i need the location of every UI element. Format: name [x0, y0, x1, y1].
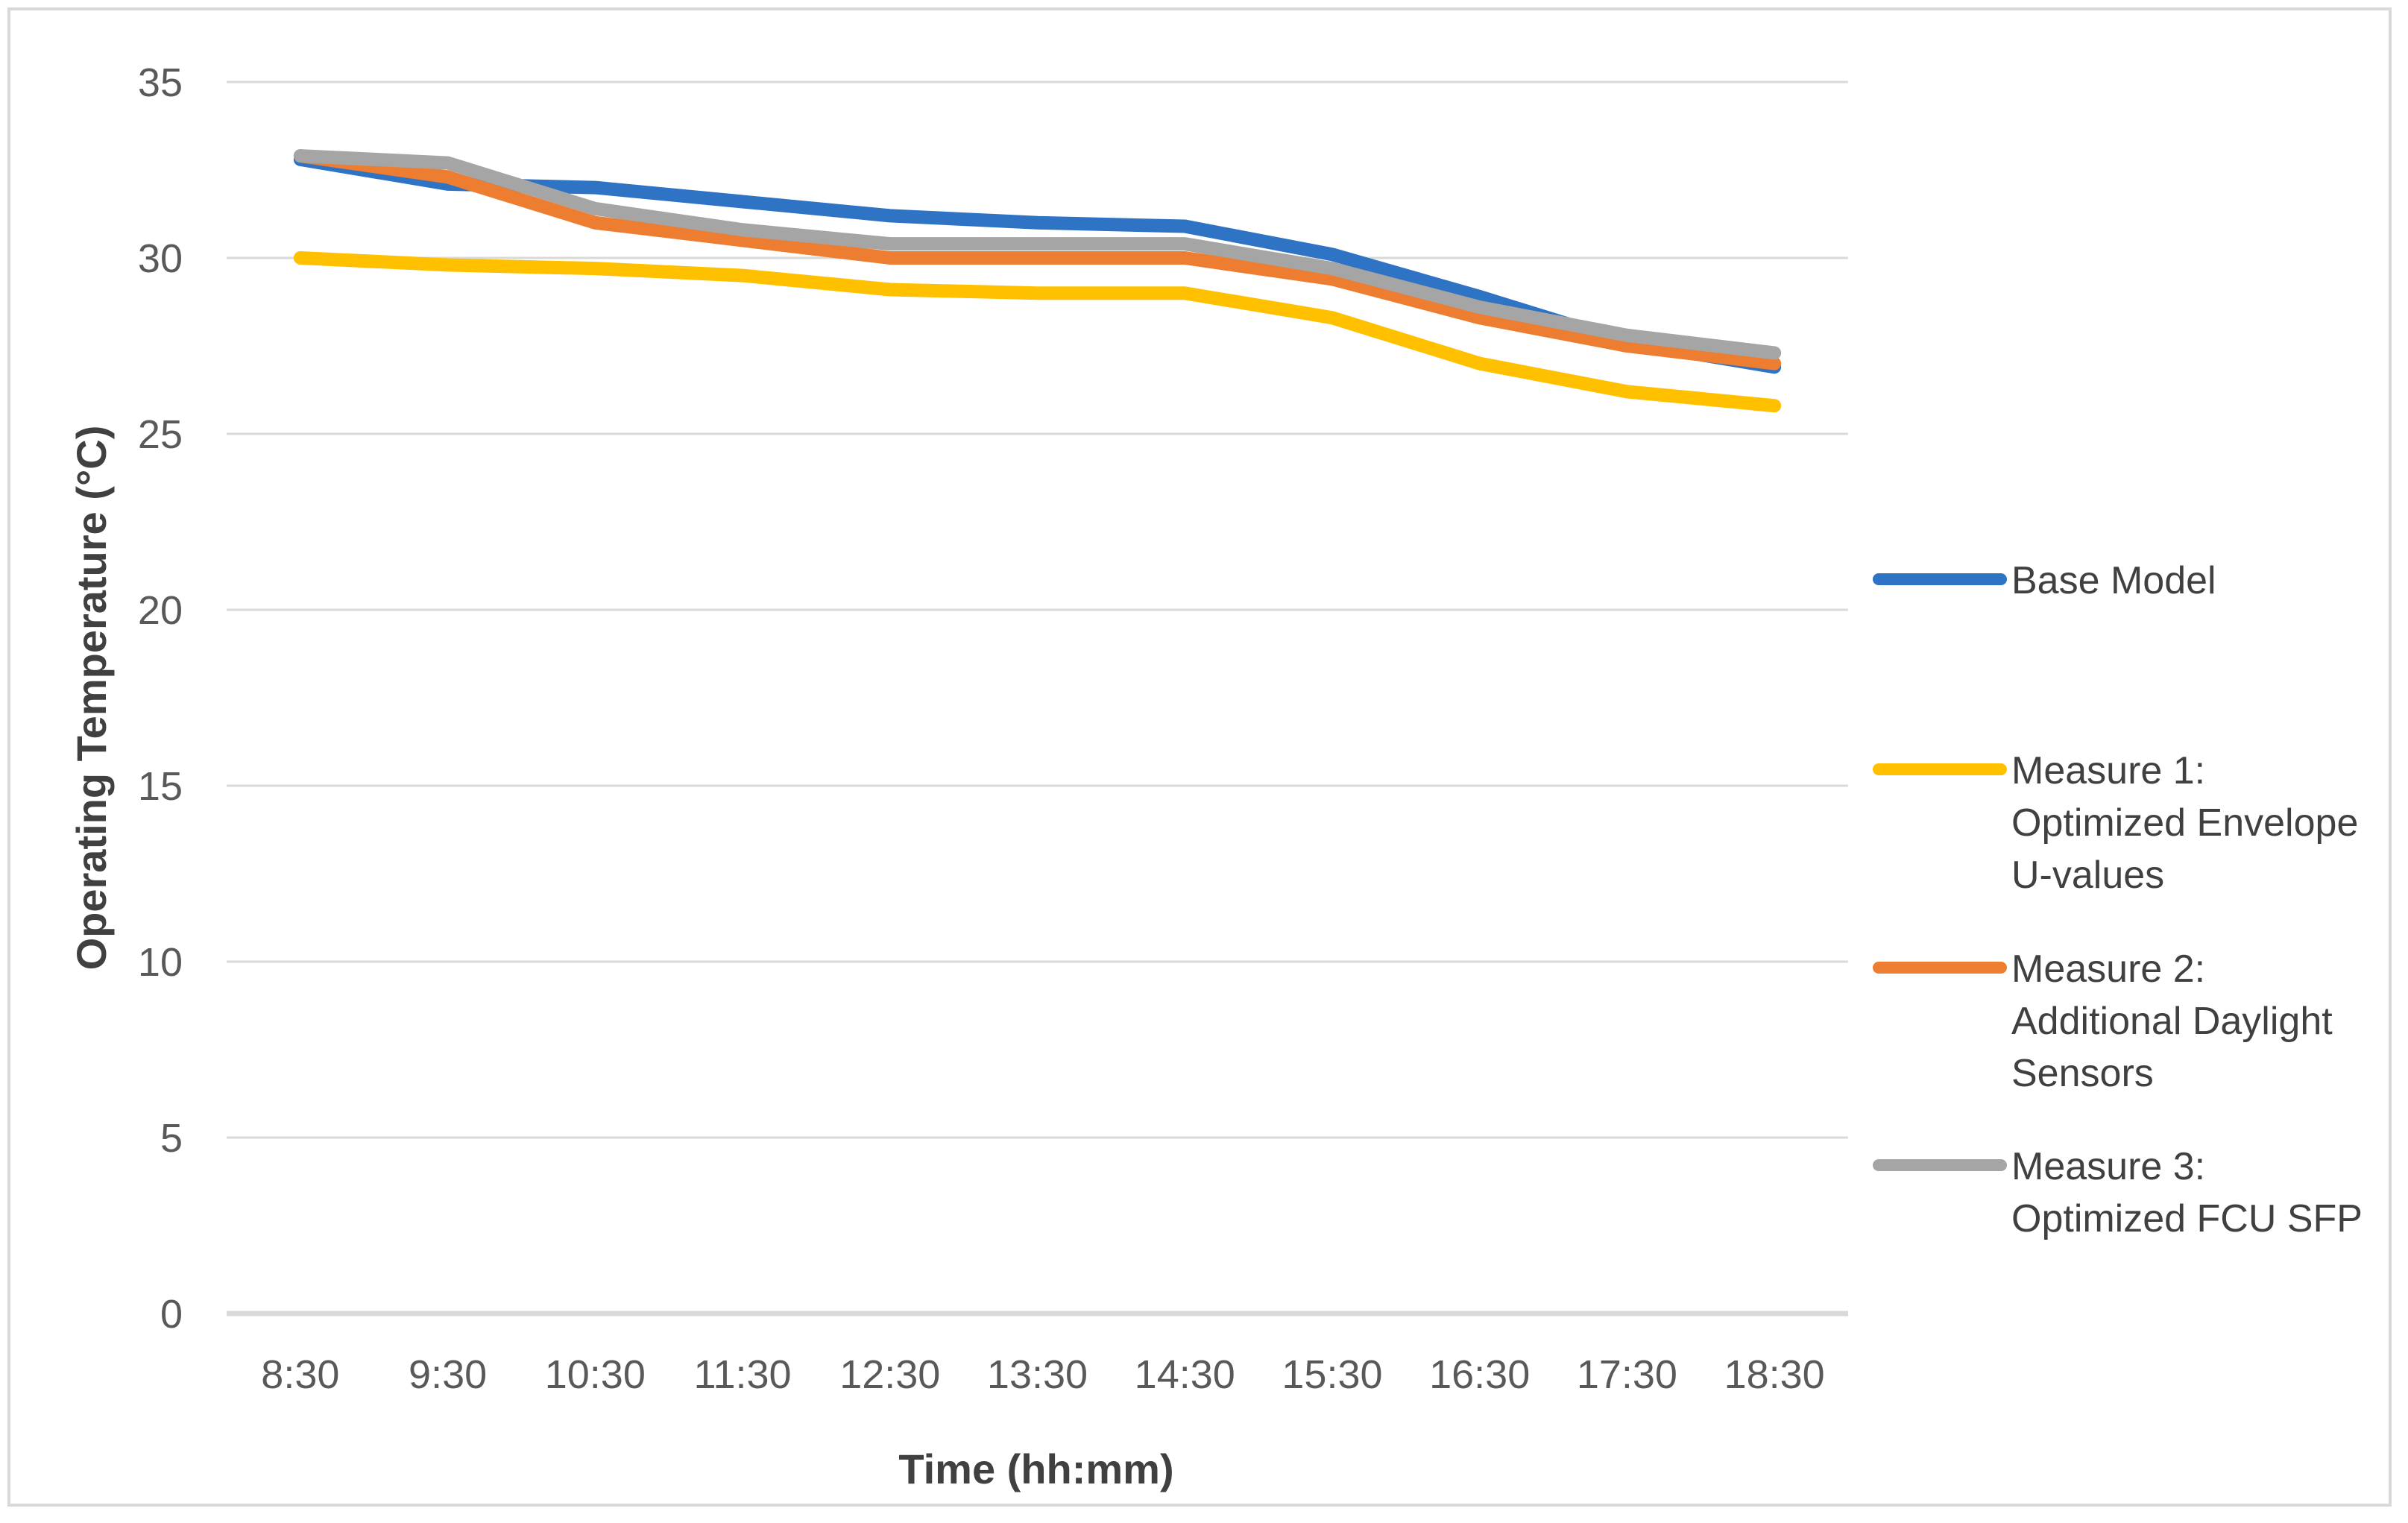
x-tick-label-17-30: 17:30 [1577, 1352, 1677, 1397]
x-tick-label-14-30: 14:30 [1135, 1352, 1235, 1397]
series-line-measure-2-additional-daylight-sensors [293, 149, 1782, 370]
x-tick-label-9-30: 9:30 [409, 1352, 487, 1397]
y-tick-label-20: 20 [138, 588, 183, 633]
x-tick-label-12-30: 12:30 [839, 1352, 940, 1397]
x-tick-label-11-30: 11:30 [693, 1352, 791, 1397]
legend-label-base-model-line-0: Base Model [2011, 559, 2216, 602]
y-tick-label-10: 10 [138, 940, 183, 985]
y-tick-label-15: 15 [138, 764, 183, 809]
y-tick-label-0: 0 [160, 1292, 183, 1337]
x-tick-label-10-30: 10:30 [545, 1352, 646, 1397]
x-tick-label-13-30: 13:30 [987, 1352, 1088, 1397]
x-axis-tick-labels: 8:30 9:30 10:30 11:30 12:30 13:30 14:30 15:30 16… [261, 1352, 1824, 1397]
gridline-layer [227, 81, 1848, 1317]
series-layer [293, 149, 1782, 413]
x-axis-title: Time (hh:mm) [898, 1445, 1173, 1492]
y-axis-tick-labels: 35 30 25 20 15 10 5 0 [138, 60, 183, 1337]
legend: Base Model Measure 1: Optimized Envelope U-… [1873, 559, 2363, 1240]
legend-label-measure-2-additional-daylight-sensors-line-0: Measure 2: [2011, 947, 2205, 991]
legend-label-measure-1-optimized-envelope-u-values-line-0: Measure 1: [2011, 749, 2205, 792]
series-line-measure-1-optimized-envelope-u-values [293, 251, 1782, 413]
y-tick-label-5: 5 [160, 1116, 183, 1161]
series-line-measure-3-optimized-fcu-sfp [293, 149, 1782, 360]
y-tick-label-30: 30 [138, 236, 183, 281]
x-tick-label-15-30: 15:30 [1282, 1352, 1382, 1397]
legend-label-measure-2-additional-daylight-sensors-line-2: Sensors [2011, 1052, 2154, 1095]
x-tick-label-16-30: 16:30 [1429, 1352, 1530, 1397]
x-tick-label-8-30: 8:30 [261, 1352, 339, 1397]
legend-label-measure-2-additional-daylight-sensors-line-1: Additional Daylight [2011, 1000, 2333, 1043]
x-tick-label-18-30: 18:30 [1724, 1352, 1825, 1397]
y-axis-title: Operating Temperature (°C) [68, 426, 115, 971]
legend-label-measure-1-optimized-envelope-u-values-line-1: Optimized Envelope [2011, 801, 2358, 845]
legend-label-measure-3-optimized-fcu-sfp-line-1: Optimized FCU SFP [2011, 1197, 2363, 1240]
legend-label-measure-1-optimized-envelope-u-values-line-2: U-values [2011, 854, 2164, 897]
y-tick-label-35: 35 [138, 60, 183, 105]
legend-label-measure-3-optimized-fcu-sfp-line-0: Measure 3: [2011, 1145, 2205, 1188]
y-tick-label-25: 25 [138, 412, 183, 457]
